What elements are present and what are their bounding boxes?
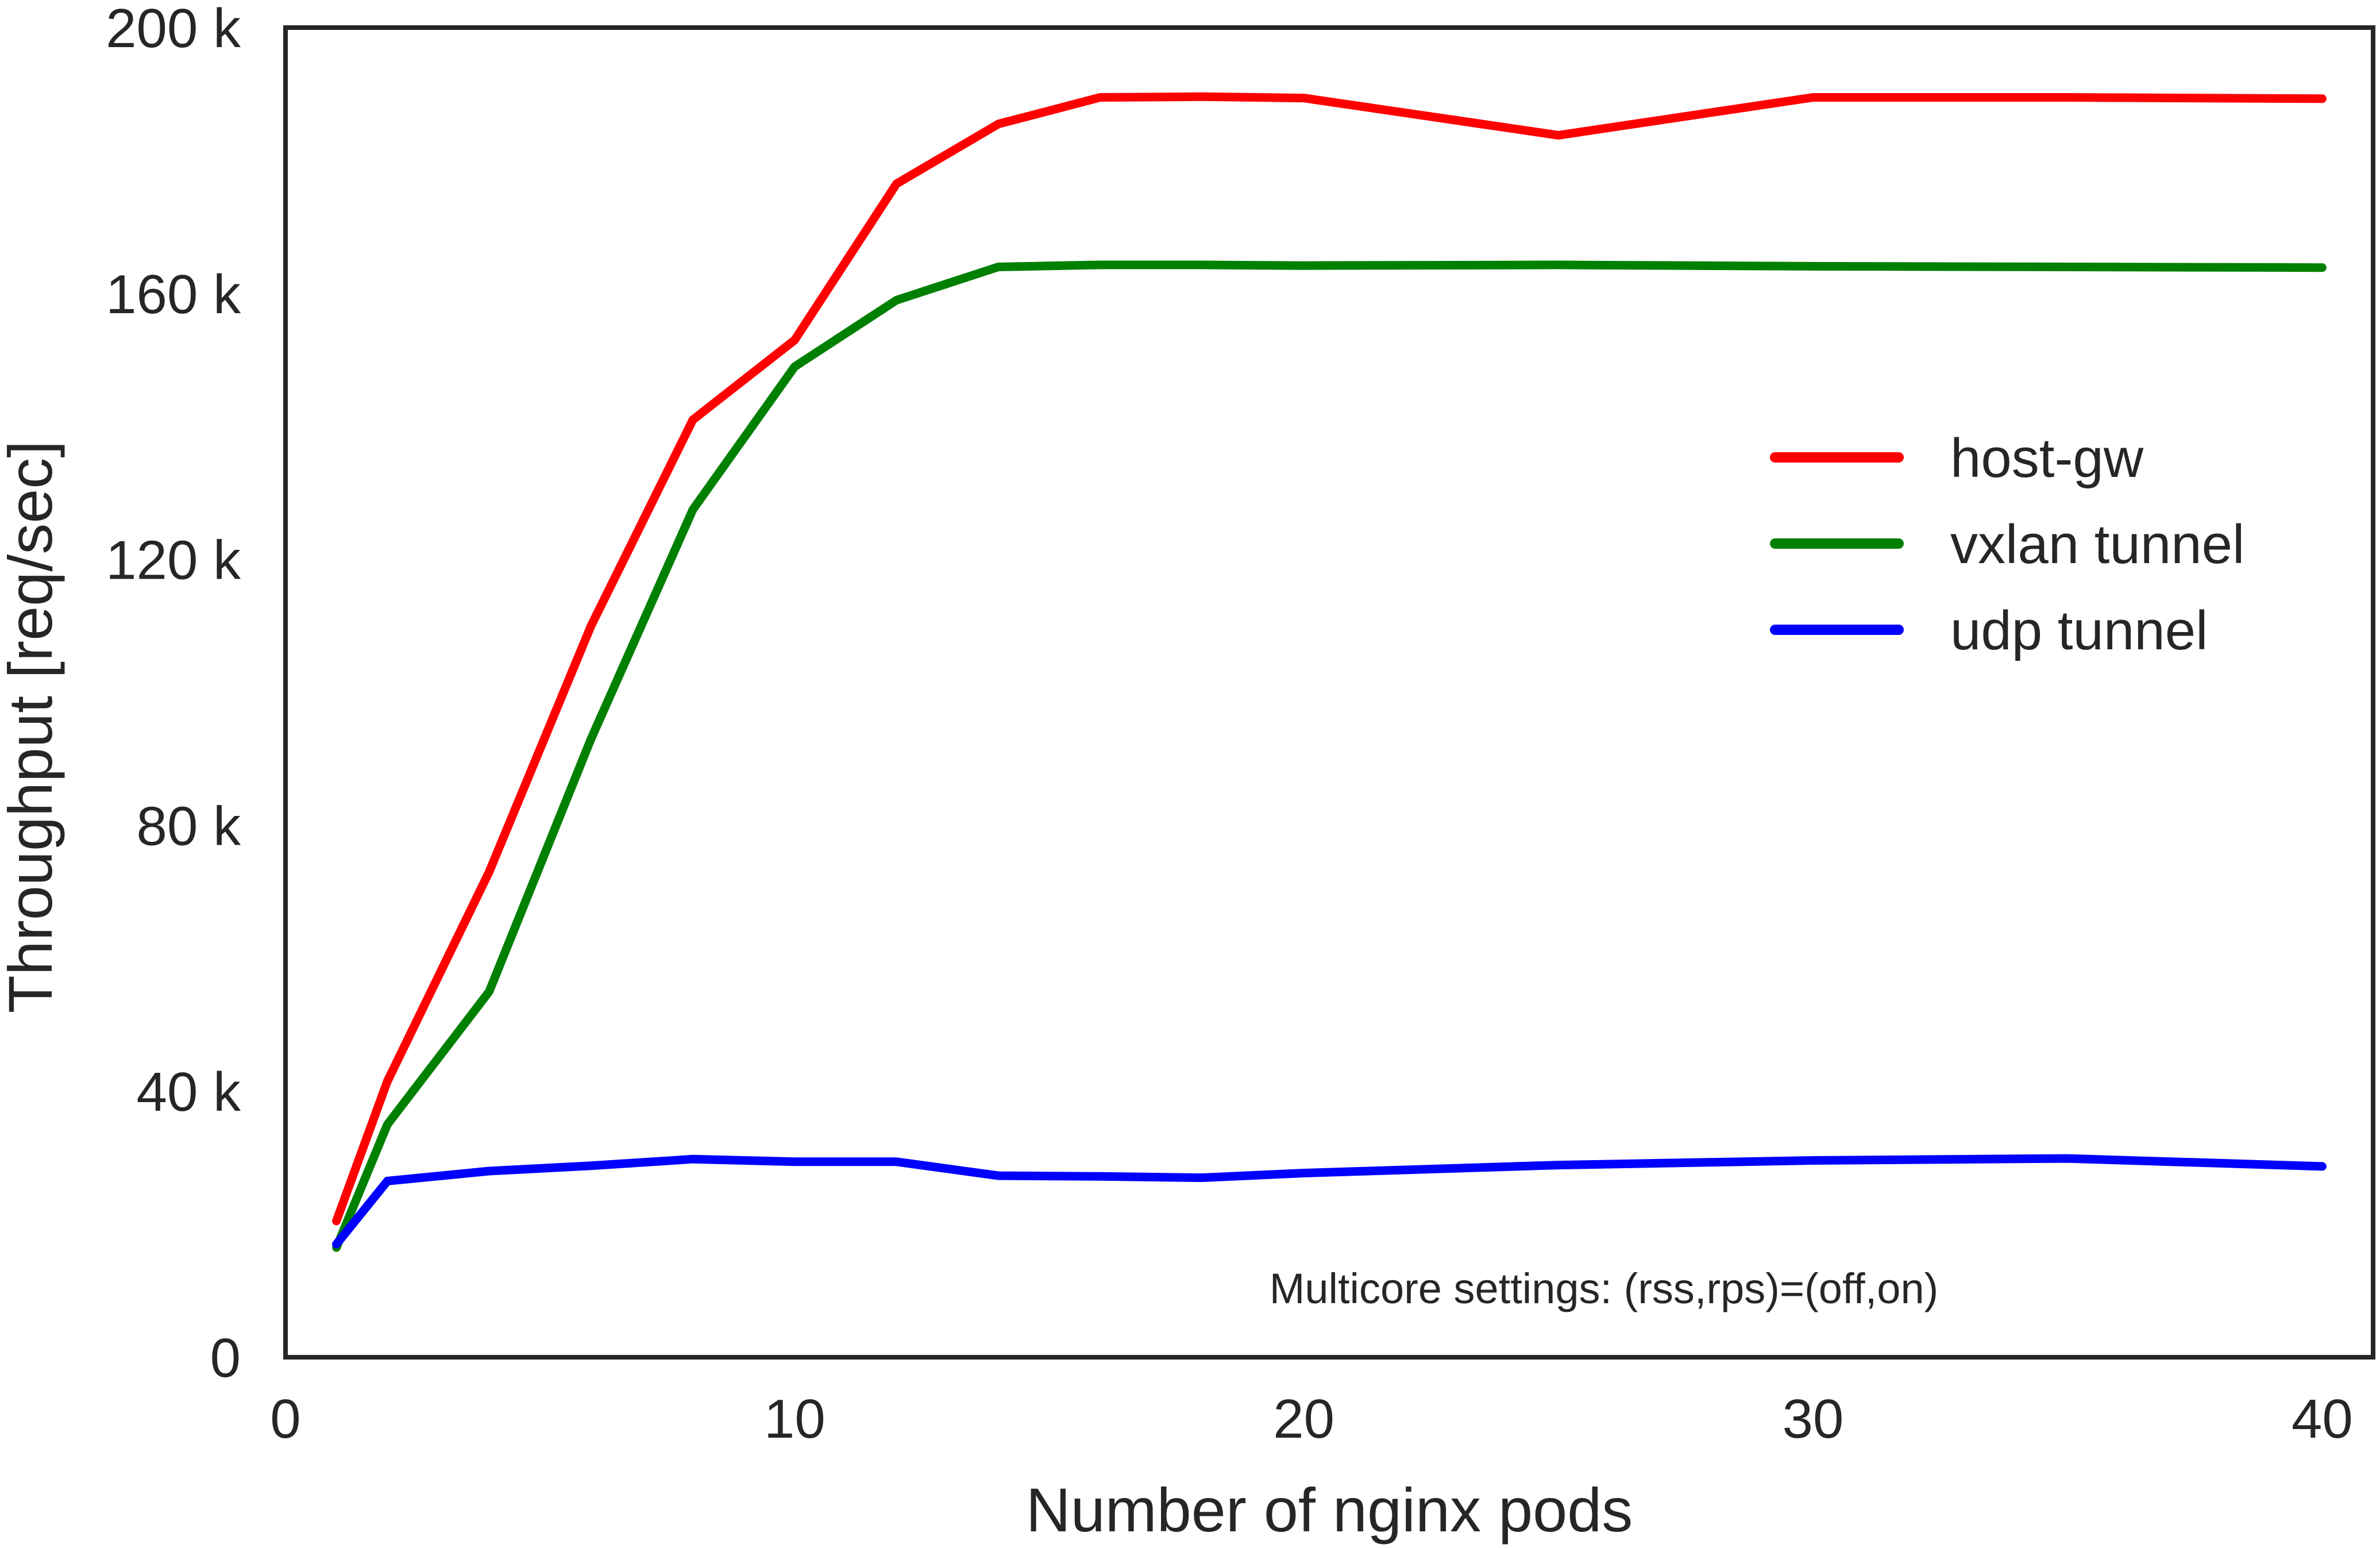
x-tick-label: 0 bbox=[270, 1388, 300, 1450]
legend: host-gw vxlan tunnel udp tunnel bbox=[1770, 428, 2244, 661]
y-tick-label: 200 k bbox=[106, 0, 241, 59]
y-axis-title: Throughput [req/sec] bbox=[0, 441, 65, 1014]
x-tick-label: 30 bbox=[1783, 1388, 1844, 1450]
series-layer bbox=[332, 92, 2327, 1252]
series-line-host-gw bbox=[332, 92, 2327, 1226]
legend-label: udp tunnel bbox=[1950, 600, 2208, 661]
y-axis-ticks: 0 40 k 80 k 120 k 160 k 200 k bbox=[106, 0, 241, 1389]
y-tick-label: 40 k bbox=[137, 1061, 241, 1123]
x-axis-ticks: 0 10 20 30 40 bbox=[270, 1388, 2352, 1450]
x-tick-label: 10 bbox=[764, 1388, 826, 1450]
series-line-vxlan-tunnel bbox=[332, 260, 2327, 1252]
y-tick-label: 120 k bbox=[106, 530, 241, 591]
x-axis-title: Number of nginx pods bbox=[1026, 1475, 1633, 1545]
multicore-settings-annotation: Multicore settings: (rss,rps)=(off,on) bbox=[1270, 1265, 1939, 1312]
x-tick-label: 40 bbox=[2292, 1388, 2353, 1450]
y-tick-label: 0 bbox=[210, 1327, 241, 1389]
y-tick-label: 80 k bbox=[137, 795, 241, 857]
legend-label: vxlan tunnel bbox=[1950, 514, 2244, 575]
x-tick-label: 20 bbox=[1273, 1388, 1334, 1450]
legend-label: host-gw bbox=[1950, 428, 2144, 489]
series-line-udp-tunnel bbox=[332, 1154, 2327, 1249]
plot-area-frame bbox=[283, 25, 2375, 1360]
y-tick-label: 160 k bbox=[106, 264, 241, 325]
